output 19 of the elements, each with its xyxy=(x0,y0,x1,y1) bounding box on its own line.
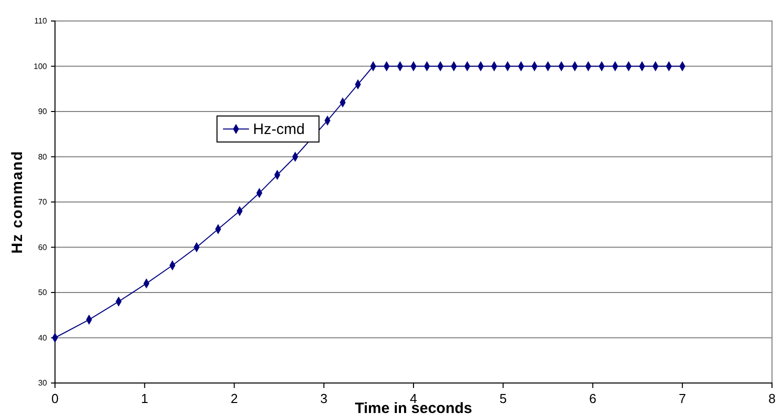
x-tick-label: 6 xyxy=(589,391,596,406)
x-tick-label: 3 xyxy=(320,391,328,406)
y-tick-label: 60 xyxy=(38,242,48,252)
y-axis-title: Hz command xyxy=(9,150,26,254)
x-tick-label: 5 xyxy=(500,391,507,406)
y-tick-label: 40 xyxy=(38,333,48,342)
x-tick-label: 8 xyxy=(768,391,776,406)
y-tick-label: 100 xyxy=(34,62,48,71)
x-tick-label: 2 xyxy=(230,391,238,406)
x-tick-label: 1 xyxy=(141,391,148,406)
y-tick-label: 50 xyxy=(38,288,48,298)
legend-label: Hz-cmd xyxy=(253,121,305,138)
x-tick-label: 0 xyxy=(51,391,59,406)
y-tick-label: 30 xyxy=(38,378,48,388)
y-tick-label: 80 xyxy=(38,152,48,162)
y-tick-label: 70 xyxy=(38,198,48,207)
x-tick-label: 7 xyxy=(678,391,686,406)
y-tick-label: 90 xyxy=(38,107,48,116)
y-tick-label: 110 xyxy=(34,16,48,26)
